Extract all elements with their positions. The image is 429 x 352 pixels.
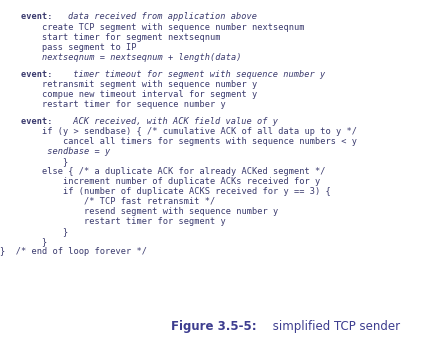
Text: else { /* a duplicate ACK for already ACKed segment */: else { /* a duplicate ACK for already AC… [0, 167, 326, 176]
Text: increment number of duplicate ACKs received for y: increment number of duplicate ACKs recei… [0, 177, 320, 186]
Text: restart timer for sequence number y: restart timer for sequence number y [0, 100, 226, 109]
Text: }  /* end of loop forever */: } /* end of loop forever */ [0, 247, 147, 256]
Text: pass segment to IP: pass segment to IP [0, 43, 136, 52]
Text: event:: event: [0, 70, 52, 79]
Text: event:: event: [0, 117, 52, 126]
Text: }: } [0, 237, 47, 246]
Text: if (number of duplicate ACKS received for y == 3) {: if (number of duplicate ACKS received fo… [0, 187, 331, 196]
Text: /* TCP fast retransmit */: /* TCP fast retransmit */ [0, 197, 215, 206]
Text: cancel all timers for segments with sequence numbers < y: cancel all timers for segments with sequ… [0, 137, 357, 146]
Text: retransmit segment with sequence number y: retransmit segment with sequence number … [0, 80, 257, 89]
Text: restart timer for segment y: restart timer for segment y [0, 217, 226, 226]
Text: timer timeout for segment with sequence number y: timer timeout for segment with sequence … [68, 70, 325, 79]
Text: }: } [0, 157, 68, 166]
Text: sendbase = y: sendbase = y [0, 147, 110, 156]
Text: data received from application above: data received from application above [68, 12, 257, 21]
Text: compue new timeout interval for segment y: compue new timeout interval for segment … [0, 90, 257, 99]
Text: resend segment with sequence number y: resend segment with sequence number y [0, 207, 278, 216]
Text: create TCP segment with sequence number nextseqnum: create TCP segment with sequence number … [0, 23, 305, 32]
Text: event:: event: [0, 12, 52, 21]
Text: Figure 3.5-5:: Figure 3.5-5: [171, 320, 257, 333]
Text: start timer for segment nextseqnum: start timer for segment nextseqnum [0, 33, 221, 42]
Text: nextseqnum = nextseqnum + length(data): nextseqnum = nextseqnum + length(data) [0, 53, 242, 62]
Text: if (y > sendbase) { /* cumulative ACK of all data up to y */: if (y > sendbase) { /* cumulative ACK of… [0, 127, 357, 136]
Text: simplified TCP sender: simplified TCP sender [269, 320, 400, 333]
Text: ACK received, with ACK field value of y: ACK received, with ACK field value of y [68, 117, 278, 126]
Text: }: } [0, 227, 68, 236]
